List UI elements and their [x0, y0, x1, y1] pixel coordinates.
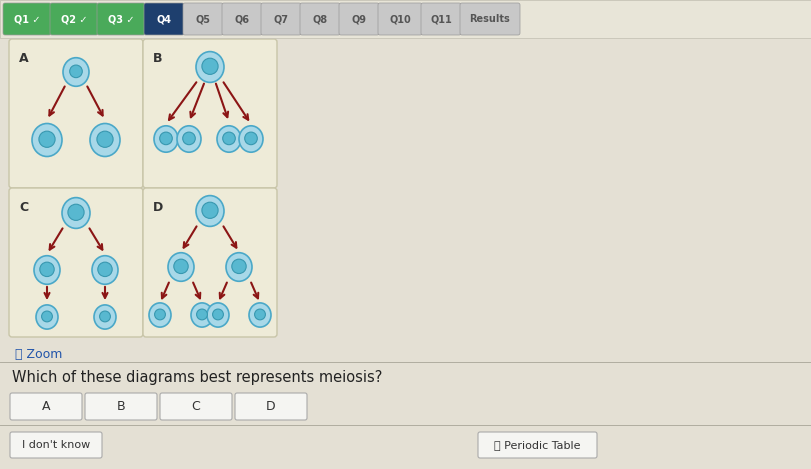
Text: Results: Results	[470, 14, 510, 24]
Ellipse shape	[40, 262, 54, 277]
Ellipse shape	[249, 303, 271, 327]
Ellipse shape	[207, 303, 229, 327]
Ellipse shape	[34, 256, 60, 284]
Ellipse shape	[70, 65, 82, 78]
FancyBboxPatch shape	[10, 432, 102, 458]
Ellipse shape	[202, 58, 218, 75]
Text: D: D	[266, 400, 276, 413]
Ellipse shape	[94, 305, 116, 329]
FancyBboxPatch shape	[478, 432, 597, 458]
FancyBboxPatch shape	[460, 3, 520, 35]
Ellipse shape	[97, 131, 113, 147]
Ellipse shape	[177, 126, 201, 152]
FancyBboxPatch shape	[261, 3, 301, 35]
Text: D: D	[153, 201, 163, 214]
FancyBboxPatch shape	[300, 3, 340, 35]
Text: 🔍 Zoom: 🔍 Zoom	[15, 348, 62, 361]
Text: Q9: Q9	[351, 14, 367, 24]
Ellipse shape	[223, 132, 235, 145]
FancyBboxPatch shape	[421, 3, 461, 35]
Text: A: A	[19, 52, 28, 65]
Text: Q8: Q8	[312, 14, 328, 24]
Ellipse shape	[41, 311, 53, 322]
Ellipse shape	[32, 123, 62, 157]
Text: B: B	[153, 52, 162, 65]
Ellipse shape	[245, 132, 257, 145]
Ellipse shape	[182, 132, 195, 145]
FancyBboxPatch shape	[97, 3, 145, 35]
Text: A: A	[41, 400, 50, 413]
Ellipse shape	[239, 126, 263, 152]
FancyBboxPatch shape	[378, 3, 422, 35]
Text: B: B	[117, 400, 126, 413]
Ellipse shape	[98, 262, 112, 277]
Text: I don't know: I don't know	[22, 440, 90, 450]
Ellipse shape	[90, 123, 120, 157]
FancyBboxPatch shape	[235, 393, 307, 420]
Ellipse shape	[63, 58, 89, 86]
Ellipse shape	[155, 309, 165, 320]
Text: ⧆ Periodic Table: ⧆ Periodic Table	[494, 440, 581, 450]
FancyBboxPatch shape	[144, 3, 184, 35]
Ellipse shape	[212, 309, 223, 320]
Ellipse shape	[202, 202, 218, 219]
FancyBboxPatch shape	[183, 3, 223, 35]
Text: Q1 ✓: Q1 ✓	[14, 14, 41, 24]
Ellipse shape	[196, 52, 224, 83]
Ellipse shape	[62, 197, 90, 228]
FancyBboxPatch shape	[9, 39, 143, 188]
FancyBboxPatch shape	[143, 39, 277, 188]
FancyBboxPatch shape	[0, 0, 811, 38]
Text: Q2 ✓: Q2 ✓	[61, 14, 88, 24]
Text: Q6: Q6	[234, 14, 250, 24]
Text: Q11: Q11	[430, 14, 452, 24]
Ellipse shape	[255, 309, 265, 320]
Ellipse shape	[149, 303, 171, 327]
FancyBboxPatch shape	[339, 3, 379, 35]
Ellipse shape	[196, 309, 208, 320]
FancyBboxPatch shape	[10, 393, 82, 420]
Ellipse shape	[160, 132, 172, 145]
Ellipse shape	[226, 253, 252, 281]
Ellipse shape	[36, 305, 58, 329]
FancyBboxPatch shape	[9, 188, 143, 337]
FancyBboxPatch shape	[50, 3, 98, 35]
Ellipse shape	[232, 259, 247, 273]
Ellipse shape	[168, 253, 194, 281]
Text: Which of these diagrams best represents meiosis?: Which of these diagrams best represents …	[12, 370, 382, 385]
Ellipse shape	[100, 311, 110, 322]
Ellipse shape	[191, 303, 213, 327]
FancyBboxPatch shape	[85, 393, 157, 420]
FancyBboxPatch shape	[143, 188, 277, 337]
FancyBboxPatch shape	[3, 3, 51, 35]
Text: Q4: Q4	[157, 14, 171, 24]
Ellipse shape	[39, 131, 55, 147]
Ellipse shape	[196, 196, 224, 227]
Ellipse shape	[217, 126, 241, 152]
Text: C: C	[191, 400, 200, 413]
Text: Q7: Q7	[273, 14, 289, 24]
Text: Q3 ✓: Q3 ✓	[108, 14, 135, 24]
Ellipse shape	[92, 256, 118, 284]
Text: Q5: Q5	[195, 14, 211, 24]
Text: C: C	[19, 201, 28, 214]
Ellipse shape	[154, 126, 178, 152]
Ellipse shape	[68, 204, 84, 220]
FancyBboxPatch shape	[160, 393, 232, 420]
FancyBboxPatch shape	[222, 3, 262, 35]
Text: Q10: Q10	[389, 14, 411, 24]
Ellipse shape	[174, 259, 188, 273]
